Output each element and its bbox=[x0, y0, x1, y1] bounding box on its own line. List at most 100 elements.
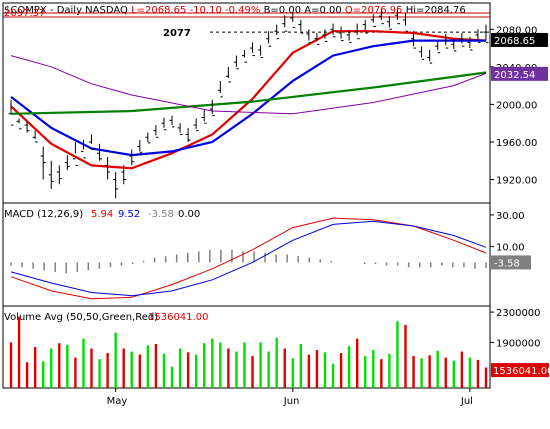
signal-value: 9.52 bbox=[118, 209, 140, 220]
price-bar bbox=[8, 99, 14, 126]
volume-ytick-label: 1900000 bbox=[496, 338, 541, 349]
signal-line bbox=[10, 220, 487, 297]
price-bar bbox=[241, 49, 247, 63]
price-bar bbox=[56, 165, 62, 185]
macd-value: 5.94 bbox=[91, 209, 113, 220]
header-field-1: NASDAQ bbox=[85, 5, 131, 16]
volume-bar bbox=[436, 350, 439, 388]
price-bar bbox=[250, 42, 256, 57]
price-bar bbox=[411, 31, 417, 49]
volume-tag-bg bbox=[491, 363, 549, 378]
price-bar bbox=[32, 130, 38, 143]
macd-ytick-label: 30.00 bbox=[496, 211, 525, 222]
volume-bar bbox=[178, 348, 182, 388]
price-bar bbox=[129, 149, 135, 166]
volume-bar bbox=[331, 363, 335, 388]
price-bar bbox=[346, 30, 352, 43]
volume-bar bbox=[194, 354, 198, 388]
volume-bar bbox=[17, 316, 21, 388]
volume-bar bbox=[291, 358, 294, 388]
price-bar bbox=[89, 134, 95, 150]
price-bar bbox=[354, 23, 360, 40]
price-bar bbox=[72, 141, 78, 166]
volume-label: Volume Avg (50,50,Green,Red) bbox=[4, 312, 158, 323]
price-bar bbox=[217, 80, 223, 98]
price-bar bbox=[314, 33, 320, 45]
price-bar bbox=[169, 115, 175, 128]
macd-line bbox=[10, 217, 487, 300]
price-bar bbox=[201, 110, 207, 124]
volume-bar bbox=[58, 343, 61, 388]
xtick-label-jun: Jun bbox=[283, 396, 300, 407]
volume-bar bbox=[404, 324, 407, 388]
volume-bar bbox=[323, 352, 327, 388]
ma-tag-bg bbox=[491, 66, 548, 81]
price-bar bbox=[153, 125, 159, 138]
volume-bar bbox=[82, 338, 85, 388]
price-bar bbox=[209, 99, 215, 117]
price-bar bbox=[467, 36, 473, 51]
volume-ytick-label: 2300000 bbox=[496, 308, 541, 319]
price-bar bbox=[185, 127, 191, 142]
ma-tag: 2032.54 bbox=[494, 70, 535, 81]
macd-label: MACD (12,26,9) bbox=[4, 209, 83, 220]
volume-bar bbox=[444, 357, 447, 388]
volume-bar bbox=[227, 348, 230, 388]
volume-bar bbox=[364, 356, 367, 388]
volume-bar bbox=[235, 351, 238, 388]
xtick-label-may: May bbox=[107, 396, 128, 407]
price-bar bbox=[274, 24, 280, 40]
volume-bar bbox=[339, 353, 343, 388]
price-bar bbox=[443, 33, 449, 49]
volume-bar bbox=[106, 353, 109, 388]
volume-bar bbox=[66, 344, 69, 388]
price-bar bbox=[322, 29, 328, 42]
volume-bar bbox=[283, 348, 286, 388]
volume-bar bbox=[42, 361, 45, 388]
price-bar bbox=[193, 118, 199, 132]
volume-bar bbox=[355, 338, 359, 388]
volume-bar bbox=[299, 343, 303, 388]
volume-bar bbox=[380, 359, 383, 388]
volume-bar bbox=[33, 347, 37, 388]
price-bar bbox=[113, 172, 119, 199]
price-bar bbox=[121, 165, 127, 185]
price-bar bbox=[419, 46, 425, 60]
volume-bar bbox=[9, 342, 13, 388]
price-bar bbox=[266, 31, 272, 47]
price-bar bbox=[386, 16, 392, 30]
volume-bar bbox=[130, 351, 133, 388]
price-bar bbox=[64, 155, 70, 171]
volume-bar bbox=[452, 360, 455, 388]
header-field-3: -10.10 bbox=[190, 5, 225, 16]
price-bar bbox=[483, 24, 489, 43]
macd-ytick-label: 10.00 bbox=[496, 243, 525, 254]
price-bar bbox=[459, 33, 465, 47]
price-bar bbox=[475, 29, 481, 43]
price-bar bbox=[16, 118, 22, 130]
price-bar bbox=[378, 10, 384, 25]
header-field-6: A=0.00 bbox=[304, 5, 345, 16]
price-bar bbox=[177, 123, 183, 135]
ma-line-1 bbox=[10, 30, 487, 170]
volume-bar bbox=[412, 356, 415, 388]
price-ytick-label: 2000.00 bbox=[496, 100, 537, 111]
volume-bar bbox=[90, 348, 93, 388]
price-bar bbox=[435, 40, 441, 54]
volume-bar bbox=[388, 353, 391, 388]
volume-bar bbox=[420, 358, 423, 388]
price-bar bbox=[370, 14, 376, 27]
header-line: $COMPX - Daily NASDAQ L=2068.65 -10.10 -… bbox=[4, 5, 466, 16]
price-bar bbox=[394, 8, 400, 25]
volume-bar bbox=[267, 351, 270, 388]
volume-bar bbox=[468, 357, 472, 388]
price-bar bbox=[338, 26, 344, 42]
volume-bar bbox=[396, 321, 399, 388]
volume-bar bbox=[50, 348, 53, 388]
volume-bar bbox=[372, 350, 375, 388]
volume-bar bbox=[428, 355, 431, 388]
zero-value: 0.00 bbox=[178, 209, 200, 220]
header-field-0: $COMPX - Daily bbox=[4, 5, 85, 16]
price-bar bbox=[362, 19, 368, 34]
